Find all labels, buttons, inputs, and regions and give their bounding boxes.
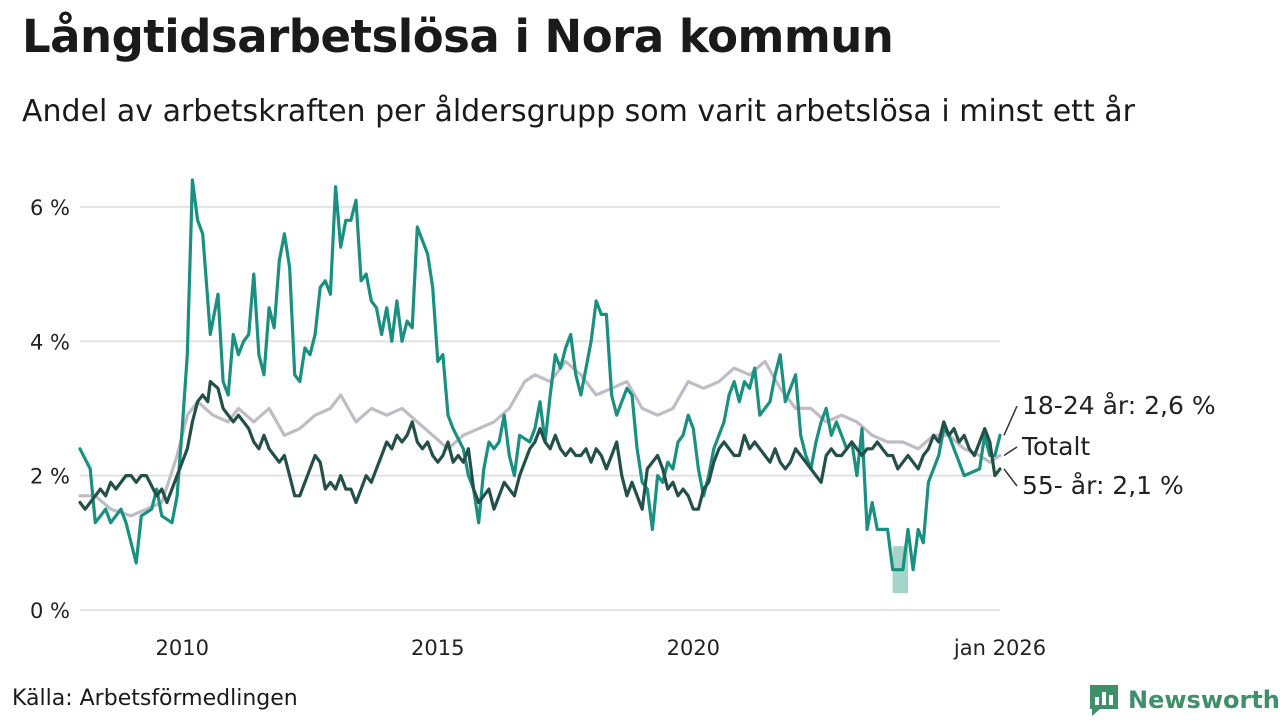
series-line-55-r: [78, 380, 1002, 511]
label-connector-totalt: [1003, 446, 1018, 457]
series-lines: [78, 178, 1002, 572]
grid-lines: [80, 205, 1000, 611]
y-tick-label-3: 6 %: [30, 196, 70, 220]
source-note: Källa: Arbetsförmedlingen: [12, 686, 298, 711]
series-line-18-24-r: [78, 178, 1002, 572]
y-tick-label-1: 2 %: [30, 465, 70, 489]
chart-title: Långtidsarbetslösa i Nora kommun: [22, 10, 894, 63]
x-tick-label-3: jan 2026: [953, 636, 1046, 660]
end-label-18-24-r: 18-24 år: 2,6 %: [1022, 391, 1216, 420]
label-connector-55-r: [1003, 468, 1018, 487]
y-tick-label-0: 0 %: [30, 599, 70, 623]
label-connector-18-24-r: [1003, 405, 1018, 436]
end-label-55-r: 55- år: 2,1 %: [1022, 471, 1184, 500]
x-tick-label-0: 2010: [155, 636, 208, 660]
end-labels: 18-24 år: 2,6 % Totalt 55- år: 2,1 %: [1003, 391, 1216, 500]
chart-subtitle: Andel av arbetskraften per åldersgrupp s…: [22, 94, 1135, 129]
end-label-totalt: Totalt: [1021, 432, 1090, 461]
x-axis-ticks: 2010 2015 2020 jan 2026: [155, 636, 1046, 660]
x-tick-label-1: 2015: [411, 636, 464, 660]
x-tick-label-2: 2020: [667, 636, 720, 660]
newsworthy-chart-icon: [1090, 685, 1118, 716]
y-tick-label-2: 4 %: [30, 330, 70, 354]
brand-logo: Newsworthy: [1088, 683, 1280, 717]
brand-name: Newsworthy: [1128, 686, 1280, 714]
y-axis-ticks: 0 % 2 % 4 % 6 %: [30, 196, 70, 623]
